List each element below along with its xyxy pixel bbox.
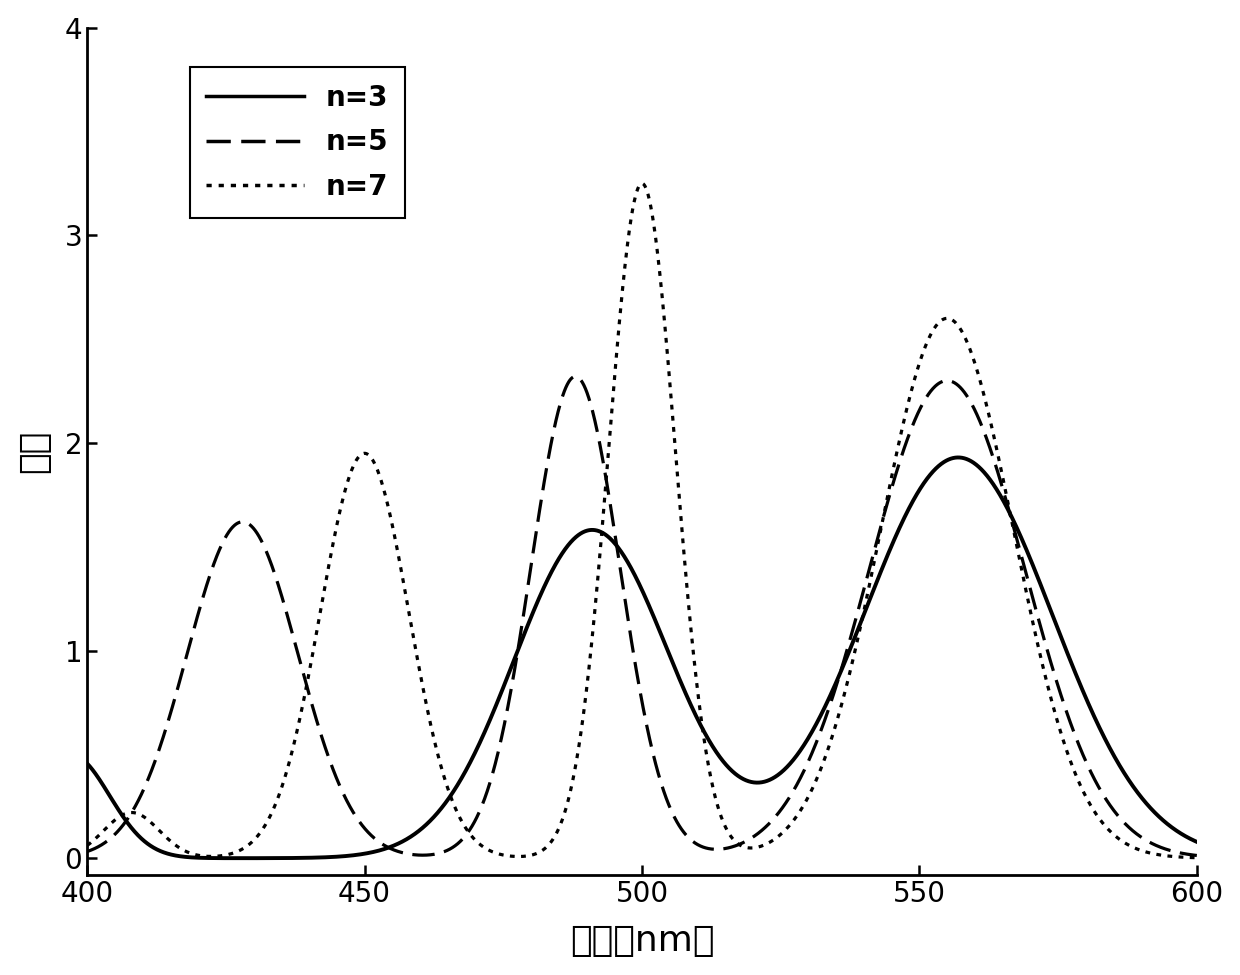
n=7 [635, 177, 650, 189]
X-axis label: 波长（nm）: 波长（nm） [569, 924, 714, 958]
Line: n=7: n=7 [87, 183, 1225, 858]
n=7 [277, 773, 291, 785]
n=5 [568, 370, 583, 382]
Line: n=3: n=3 [87, 457, 1225, 858]
n=3 [234, 852, 249, 864]
n=3 [278, 852, 293, 864]
n=3 [951, 451, 966, 463]
n=7 [1073, 779, 1087, 791]
n=5 [79, 845, 94, 857]
n=3 [516, 630, 531, 642]
n=3 [565, 534, 580, 546]
n=7 [516, 850, 531, 862]
n=5 [1073, 742, 1087, 754]
n=5 [1195, 850, 1210, 862]
Legend: n=3, n=5, n=7: n=3, n=5, n=7 [190, 67, 405, 217]
n=3 [79, 758, 94, 769]
n=7 [79, 839, 94, 851]
n=5 [277, 600, 291, 611]
n=3 [210, 852, 224, 864]
n=3 [1218, 845, 1233, 857]
n=7 [1195, 852, 1210, 864]
n=5 [210, 550, 224, 562]
n=5 [565, 371, 580, 383]
n=5 [1218, 851, 1233, 863]
n=3 [1073, 680, 1087, 691]
n=7 [565, 775, 580, 787]
n=7 [210, 850, 224, 862]
n=7 [1218, 852, 1233, 864]
n=3 [1195, 838, 1210, 850]
Line: n=5: n=5 [87, 376, 1225, 857]
Y-axis label: 强度: 强度 [16, 430, 51, 473]
n=5 [516, 610, 531, 622]
